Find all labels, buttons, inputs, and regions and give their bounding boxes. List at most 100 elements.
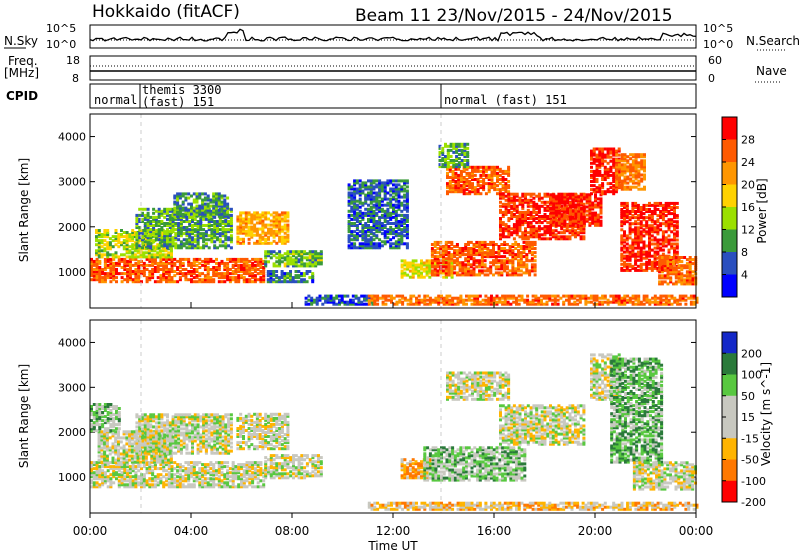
heatmap-cell (458, 157, 461, 160)
heatmap-cell (590, 188, 593, 191)
heatmap-cell (174, 242, 177, 245)
heatmap-cell (311, 272, 314, 275)
heatmap-cell (300, 250, 303, 253)
heatmap-cell (193, 192, 196, 195)
heatmap-cell (686, 258, 689, 261)
heatmap-cell (503, 259, 506, 262)
heatmap-cell (656, 239, 659, 242)
heatmap-cell (689, 256, 692, 259)
heatmap-cell (651, 243, 654, 246)
heatmap-cell (409, 262, 412, 265)
heatmap-cell (491, 166, 494, 169)
heatmap-cell (281, 260, 284, 263)
heatmap-cell (395, 230, 398, 233)
heatmap-cell (615, 159, 618, 162)
heatmap-cell (146, 268, 149, 271)
heatmap-cell (492, 241, 495, 244)
heatmap-cell (654, 243, 657, 246)
heatmap-cell (444, 143, 447, 146)
heatmap-cell (668, 210, 671, 213)
heatmap-cell (420, 259, 423, 262)
heatmap-cell (230, 214, 233, 217)
heatmap-cell (626, 263, 629, 266)
heatmap-cell (466, 188, 469, 191)
heatmap-cell (207, 258, 210, 261)
heatmap-cell (180, 240, 183, 243)
heatmap-cell (588, 222, 591, 225)
heatmap-cell (546, 205, 549, 208)
heatmap-cell (132, 278, 135, 281)
heatmap-cell (530, 211, 533, 214)
heatmap-cell (270, 213, 273, 216)
heatmap-cell (158, 238, 161, 241)
heatmap-cell (389, 242, 392, 245)
heatmap-cell (680, 272, 683, 275)
heatmap-cell (596, 164, 599, 167)
heatmap-cell (392, 188, 395, 191)
heatmap-cell (535, 203, 538, 206)
heatmap-cell (624, 153, 627, 156)
heatmap-cell (226, 262, 229, 265)
heatmap-cell (466, 178, 469, 181)
heatmap-cell (670, 218, 673, 221)
heatmap-cell (286, 280, 289, 283)
heatmap-cell (314, 250, 317, 253)
heatmap-cell (359, 198, 362, 201)
heatmap-cell (459, 261, 462, 264)
heatmap-cell (386, 208, 389, 211)
heatmap-cell (135, 242, 138, 245)
heatmap-cell (364, 181, 367, 184)
heatmap-cell (452, 151, 455, 154)
heatmap-cell (237, 258, 240, 261)
heatmap-cell (227, 236, 230, 239)
heatmap-cell (492, 259, 495, 262)
heatmap-cell (137, 260, 140, 263)
heatmap-cell (375, 179, 378, 182)
heatmap-cell (400, 214, 403, 217)
heatmap-cell (128, 245, 131, 248)
heatmap-cell (661, 280, 664, 283)
heatmap-cell (521, 199, 524, 202)
heatmap-cell (503, 241, 506, 244)
heatmap-cell (580, 216, 583, 219)
heatmap-cell (470, 247, 473, 250)
heatmap-cell (353, 222, 356, 225)
heatmap-cell (281, 236, 284, 239)
heatmap-cell (511, 243, 514, 246)
heatmap-cell (634, 253, 637, 256)
heatmap-cell (481, 241, 484, 244)
heatmap-cell (640, 230, 643, 233)
heatmap-cell (626, 159, 629, 162)
heatmap-cell (384, 224, 387, 227)
heatmap-cell (273, 254, 276, 257)
heatmap-cell (520, 245, 523, 248)
heatmap-cell (373, 210, 376, 213)
heatmap-cell (159, 274, 162, 277)
heatmap-cell (615, 163, 618, 166)
heatmap-cell (626, 155, 629, 158)
heatmap-cell (229, 268, 232, 271)
heatmap-cell (190, 262, 193, 265)
heatmap-cell (507, 166, 510, 169)
heatmap-cell (253, 234, 256, 237)
heatmap-cell (665, 230, 668, 233)
heatmap-cell (275, 280, 278, 283)
heatmap-cell (188, 228, 191, 231)
heatmap-cell (528, 259, 531, 262)
heatmap-cell (477, 178, 480, 181)
heatmap-cell (634, 210, 637, 213)
noise-left-label: N.Sky (4, 34, 38, 48)
heatmap-cell (479, 184, 482, 187)
heatmap-cell (132, 264, 135, 267)
heatmap-cell (541, 201, 544, 204)
heatmap-cell (503, 255, 506, 258)
heatmap-cell (615, 188, 618, 191)
heatmap-cell (591, 202, 594, 205)
heatmap-cell (95, 249, 98, 252)
heatmap-cell (361, 181, 364, 184)
heatmap-cell (500, 271, 503, 274)
heatmap-cell (112, 245, 115, 248)
heatmap-cell (406, 224, 409, 227)
heatmap-cell (205, 238, 208, 241)
heatmap-cell (488, 174, 491, 177)
